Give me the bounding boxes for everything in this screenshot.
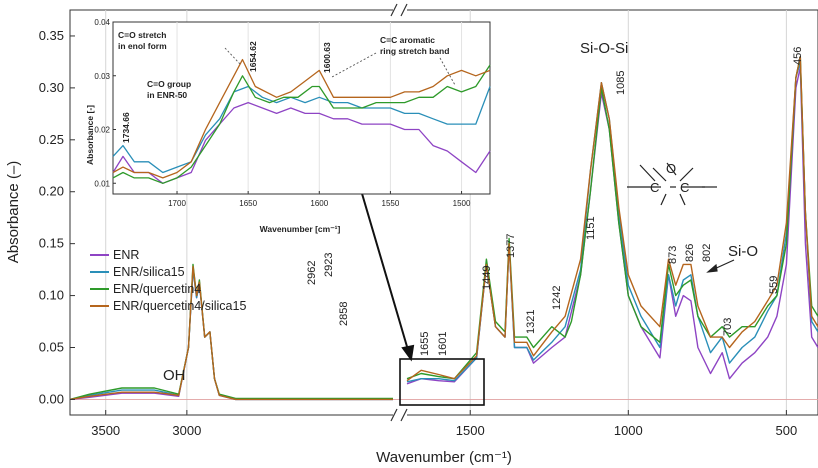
axis-break-bottom [390, 408, 408, 422]
inset-y-axis-title: Absorbance [-] [85, 105, 95, 165]
y-tick-label-0.25: 0.25 [39, 132, 64, 147]
inset-note-aromatic-2: ring stretch band [380, 46, 449, 56]
peak-label-1321: 1321 [525, 310, 537, 334]
legend-label-enr-quercetin4: ENR/quercetin4 [113, 282, 201, 296]
peak-label-2923: 2923 [323, 253, 335, 277]
inset-peak-1654: 1654.62 [248, 41, 258, 72]
legend-label-enr-silica15: ENR/silica15 [113, 265, 185, 279]
axis-break-top [390, 3, 408, 17]
annotation-oh: OH [163, 367, 186, 384]
inset-y-tick-label-0.04: 0.04 [94, 18, 110, 27]
inset-x-tick-label-1650: 1650 [239, 199, 257, 208]
peak-label-1377: 1377 [505, 234, 517, 258]
annotation-si-o: Si-O [728, 243, 758, 260]
x-tick-label-3000: 3000 [172, 423, 201, 438]
peak-label-1655: 1655 [419, 332, 431, 356]
x-tick-label-500: 500 [776, 423, 798, 438]
y-axis-title: Absorbance (–) [5, 161, 22, 264]
inset-note-enol-1: C=O stretch [118, 30, 166, 40]
y-tick-label-0.35: 0.35 [39, 28, 64, 43]
series-line-3-right [406, 56, 818, 382]
series-line-2-right [406, 56, 818, 380]
y-tick-label-0.1: 0.10 [39, 288, 64, 303]
peak-labels: 2962 2923 2858 1655 1601 1449 1377 1321 … [306, 47, 804, 356]
peak-label-1449: 1449 [481, 266, 493, 290]
inset-peak-1600: 1600.63 [322, 42, 332, 73]
inset-x-axis-title: Wavenumber [cm⁻¹] [260, 224, 341, 234]
inset-x-tick-label-1700: 1700 [168, 199, 186, 208]
plot-frame [69, 9, 818, 416]
inset-y-tick-label-0.03: 0.03 [94, 72, 110, 81]
y-tick-label-0: 0.00 [39, 391, 64, 406]
y-tick-label-0.3: 0.30 [39, 80, 64, 95]
y-tick-label-0.2: 0.20 [39, 184, 64, 199]
inset-series-line-2 [112, 64, 491, 184]
epoxide-structure [627, 162, 717, 206]
epoxide-c-left: C [650, 180, 659, 195]
series-lines [69, 56, 818, 401]
peak-label-559: 559 [768, 276, 780, 294]
inset-note-aromatic-1: C=C aromatic [380, 35, 435, 45]
zoom-arrow [357, 179, 415, 362]
legend-label-enr: ENR [113, 248, 139, 262]
inset-y-tick-label-0.02: 0.02 [94, 126, 110, 135]
arrow-si-o [706, 259, 735, 273]
annotation-si-o-si: Si-O-Si [580, 40, 628, 57]
peak-label-456: 456 [792, 47, 804, 65]
inset-x-tick-label-1500: 1500 [453, 199, 471, 208]
y-tick-label-0.15: 0.15 [39, 236, 64, 251]
peak-label-873: 873 [667, 246, 679, 264]
inset-note-enr50-2: in ENR-50 [147, 90, 187, 100]
inset-series-lines [112, 58, 491, 184]
inset-frame [112, 21, 491, 195]
series-line-3-left [69, 265, 393, 401]
y-tick-label-0.05: 0.05 [39, 340, 64, 355]
epoxide-o: O [666, 161, 676, 176]
x-tick-label-1500: 1500 [456, 423, 485, 438]
inset-chart: 1700 1650 1600 1550 1500 0.01 0.02 0.03 0.04 Wav… [85, 18, 491, 234]
inset-note-enol-2: in enol form [118, 41, 167, 51]
peak-label-1601: 1601 [437, 332, 449, 356]
peak-label-703: 703 [722, 318, 734, 336]
x-axis-title: Wavenumber (cm⁻¹) [376, 449, 512, 466]
inset-axes: 1700 1650 1600 1550 1500 0.01 0.02 0.03 0.04 [94, 18, 471, 208]
peak-label-1085: 1085 [615, 71, 627, 95]
inset-x-tick-label-1600: 1600 [310, 199, 328, 208]
x-tick-label-1000: 1000 [614, 423, 643, 438]
zoom-region-box [399, 358, 485, 406]
peak-label-802: 802 [701, 244, 713, 262]
x-tick-label-3500: 3500 [91, 423, 120, 438]
peak-label-1242: 1242 [551, 286, 563, 310]
inset-note-enr50-1: C=O group [147, 79, 191, 89]
inset-series-line-1 [112, 85, 491, 174]
peak-label-2858: 2858 [338, 302, 350, 326]
inset-peak-1734: 1734.66 [121, 112, 131, 143]
inset-series-line-3 [112, 58, 491, 179]
legend-label-enr-quercetin4-silica15: ENR/quercetin4/silica15 [113, 299, 246, 313]
peak-label-2962: 2962 [306, 261, 318, 285]
inset-y-tick-label-0.01: 0.01 [94, 179, 110, 188]
inset-x-tick-label-1550: 1550 [382, 199, 400, 208]
axes: 3500 3000 1500 1000 500 0.00 0.05 0.10 0.15 0.20 0… [39, 28, 798, 438]
peak-label-1151: 1151 [585, 216, 597, 240]
epoxide-c-right: C [680, 180, 689, 195]
peak-label-826: 826 [684, 244, 696, 262]
inset-pointers [224, 47, 456, 86]
legend: ENR ENR/silica15 ENR/quercetin4 ENR/quer… [90, 248, 246, 313]
